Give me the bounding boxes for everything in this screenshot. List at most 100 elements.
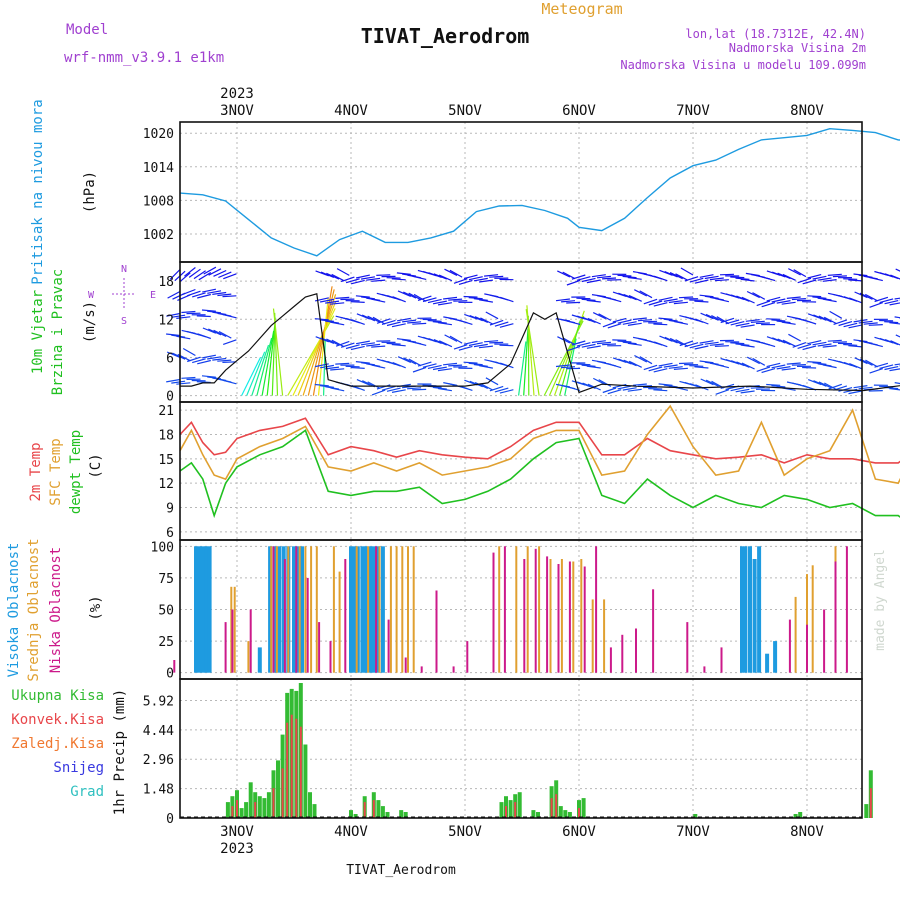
cloud-high-bar	[371, 546, 376, 673]
cloud-mid-bar	[389, 546, 392, 673]
wind-barb	[391, 323, 406, 328]
precip-total-bar	[312, 804, 317, 818]
cloud-low-bar	[249, 609, 252, 673]
cloud-high-bar	[292, 546, 296, 673]
temp-unit: (C)	[88, 453, 104, 478]
wind-barb	[213, 329, 227, 338]
cloud-mid-bar	[560, 559, 563, 673]
wind-barb	[822, 364, 837, 369]
wind-barb	[171, 314, 186, 318]
cloud-mid-bar	[538, 546, 541, 673]
wind-barb	[480, 317, 494, 325]
wind-barb	[890, 340, 900, 346]
cloud-mid-bar	[310, 546, 313, 673]
day-label-bottom: 3NOV	[220, 824, 254, 840]
wind-barb	[725, 319, 740, 325]
wind-barb	[433, 339, 448, 346]
cloud-low-bar	[435, 590, 438, 673]
wind-barb	[596, 341, 611, 345]
y-tick-label: 6	[166, 526, 174, 541]
wind-barb	[612, 339, 627, 341]
y-tick-label: 12	[158, 313, 174, 328]
wind-barb	[818, 315, 832, 323]
wind-barb	[474, 381, 489, 389]
cloud-high-bar	[363, 546, 368, 673]
precip-convective-bar	[299, 726, 302, 818]
cloud-mid-bar	[304, 546, 307, 673]
wind-barb	[203, 266, 217, 275]
wind-barb	[381, 319, 396, 325]
wind-barb	[438, 302, 452, 306]
wind-barb	[643, 298, 658, 305]
precip-total-bar	[349, 810, 353, 818]
cloud-high-bar	[368, 546, 373, 673]
cloud-high-bar	[773, 641, 778, 673]
wind-barb	[166, 333, 181, 337]
wind-barb	[598, 313, 612, 321]
wind-barb	[752, 292, 766, 300]
wind-barb	[776, 300, 791, 304]
wind-barb	[331, 273, 345, 282]
wind-barb	[714, 345, 729, 347]
wind-barb	[658, 362, 673, 367]
sfc-line	[179, 404, 900, 485]
wind-barb	[499, 389, 514, 394]
cloud-low-bar	[720, 647, 723, 673]
wind-barb	[412, 388, 427, 391]
cloud-mid-bar	[603, 599, 606, 673]
wind-barb	[408, 292, 422, 301]
wind-barb	[335, 340, 350, 347]
day-label-bottom: 4NOV	[334, 824, 368, 840]
cloud-high-bar	[277, 546, 282, 673]
wind-barb	[756, 300, 771, 307]
wind-barb	[297, 301, 337, 396]
wind-barb	[664, 270, 678, 278]
cloud-mid-bar	[367, 546, 370, 673]
wind-barb	[776, 366, 791, 370]
wind-barb	[330, 368, 345, 371]
cloud-low-bar	[387, 619, 390, 673]
wind-barb	[771, 364, 786, 369]
precip-convective-bar	[236, 800, 238, 818]
wind-barb	[766, 296, 781, 302]
wind-barb	[874, 362, 889, 368]
year-label-top: 2023	[220, 86, 254, 102]
wind-barb	[788, 268, 801, 276]
wind-barb	[314, 383, 329, 387]
wind-barb	[807, 295, 822, 298]
wind-barb	[166, 312, 181, 317]
wind-barb	[372, 316, 386, 325]
wind-barb	[376, 318, 391, 324]
wind-barb	[740, 344, 755, 348]
wind-barb	[576, 276, 591, 281]
wind-barb	[746, 356, 760, 365]
wind-barb	[680, 267, 694, 276]
cloud-low-bar	[788, 619, 791, 673]
wind-barb	[715, 389, 730, 395]
wind-barb	[479, 299, 493, 303]
precip-convective-bar	[231, 806, 234, 818]
wind-barb	[182, 288, 196, 296]
wind-barb	[663, 364, 678, 368]
cloud-low-bar	[375, 546, 378, 673]
cloud-mid-bar	[338, 571, 341, 673]
wind-barb	[458, 279, 473, 285]
wind-barb	[694, 366, 709, 369]
cloud-high-bar	[349, 546, 353, 673]
wind-barb	[582, 316, 596, 323]
wind-barb	[391, 278, 406, 281]
precip-convective-bar	[550, 798, 553, 818]
wind-barb	[653, 275, 668, 282]
wind-barb	[653, 389, 668, 392]
wind-barb	[397, 356, 412, 363]
wind-barb	[822, 279, 837, 282]
wind-barb	[761, 341, 776, 348]
wind-barb	[320, 271, 335, 278]
wind-barb	[478, 345, 493, 349]
wind-barb	[202, 354, 217, 359]
wind-barb	[711, 314, 725, 323]
wind-barb	[581, 343, 596, 348]
y-tick-label: 6	[166, 351, 174, 366]
wind-ylabel-2: Brzina i Pravac	[50, 269, 66, 395]
wind-barb	[653, 302, 668, 307]
